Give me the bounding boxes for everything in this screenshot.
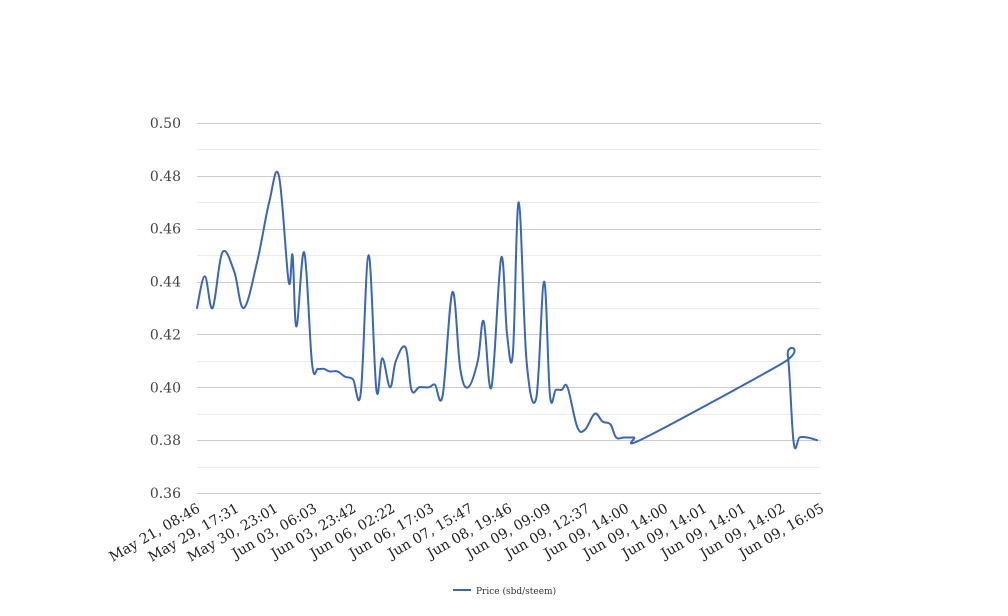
- y-tick-label: 0.36: [150, 486, 181, 502]
- series-layer: [196, 170, 819, 450]
- y-tick-label: 0.42: [150, 327, 181, 343]
- series-line-price: [196, 170, 819, 450]
- legend: Price (sbd/steem): [453, 586, 556, 597]
- y-tick-label: 0.50: [150, 116, 181, 132]
- y-tick-label: 0.48: [150, 169, 181, 185]
- y-tick-label: 0.40: [150, 380, 181, 396]
- y-tick-label: 0.44: [150, 275, 181, 291]
- legend-label: Price (sbd/steem): [476, 586, 556, 597]
- y-tick-label: 0.38: [150, 433, 181, 449]
- y-axis-ticks: 0.36 0.38 0.40 0.42 0.44 0.46 0.48 0.50: [150, 116, 181, 502]
- gridlines: [197, 123, 821, 494]
- y-tick-label: 0.46: [150, 222, 181, 238]
